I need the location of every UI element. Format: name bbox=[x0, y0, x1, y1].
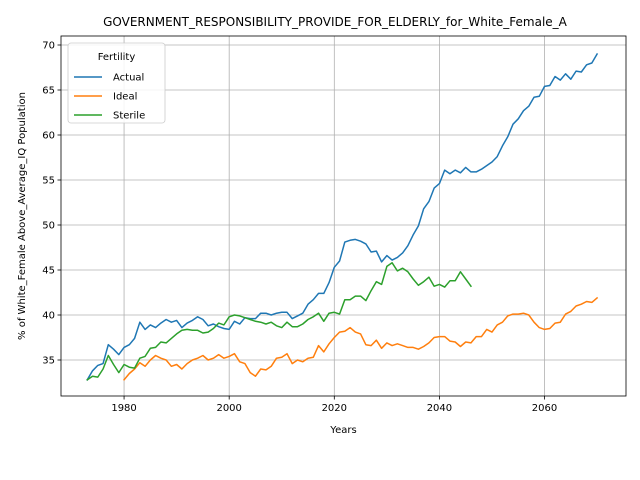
legend-frame bbox=[67, 42, 166, 124]
chart-title: GOVERNMENT_RESPONSIBILITY_PROVIDE_FOR_EL… bbox=[103, 15, 568, 29]
legend-title: Fertility bbox=[98, 52, 136, 63]
x-tick-label: 1980 bbox=[111, 403, 136, 414]
series-line-sterile bbox=[86, 262, 472, 381]
y-tick-label: 70 bbox=[42, 41, 55, 52]
y-tick-label: 45 bbox=[42, 266, 55, 277]
legend-label-actual: Actual bbox=[113, 73, 144, 84]
x-axis-label: Years bbox=[329, 425, 356, 436]
series-lines bbox=[86, 52, 599, 381]
grid bbox=[61, 36, 626, 396]
y-tick-label: 65 bbox=[42, 86, 55, 97]
legend-items: Actual Ideal Sterile bbox=[74, 73, 145, 122]
plot-area-frame bbox=[60, 35, 627, 397]
series-line-actual bbox=[86, 52, 599, 381]
y-tick-label: 40 bbox=[42, 311, 55, 322]
y-tick-label: 50 bbox=[42, 221, 55, 232]
x-tick-label: 2020 bbox=[322, 403, 347, 414]
axis-ticks: 1980 2000 2020 2040 2060 35 40 45 50 55 60 65 70 bbox=[42, 41, 557, 415]
legend: Fertility Actual Ideal Sterile bbox=[67, 42, 166, 124]
y-axis-label: % of White_Female Above_Average_IQ Popul… bbox=[17, 92, 28, 340]
x-tick-label: 2000 bbox=[216, 403, 241, 414]
legend-label-ideal: Ideal bbox=[113, 92, 137, 103]
x-tick-label: 2060 bbox=[532, 403, 557, 414]
legend-label-sterile: Sterile bbox=[113, 111, 145, 122]
y-tick-label: 60 bbox=[42, 131, 55, 142]
y-tick-label: 55 bbox=[42, 176, 55, 187]
y-tick-label: 35 bbox=[42, 356, 55, 367]
series-line-ideal bbox=[123, 296, 599, 381]
x-tick-label: 2040 bbox=[427, 403, 452, 414]
